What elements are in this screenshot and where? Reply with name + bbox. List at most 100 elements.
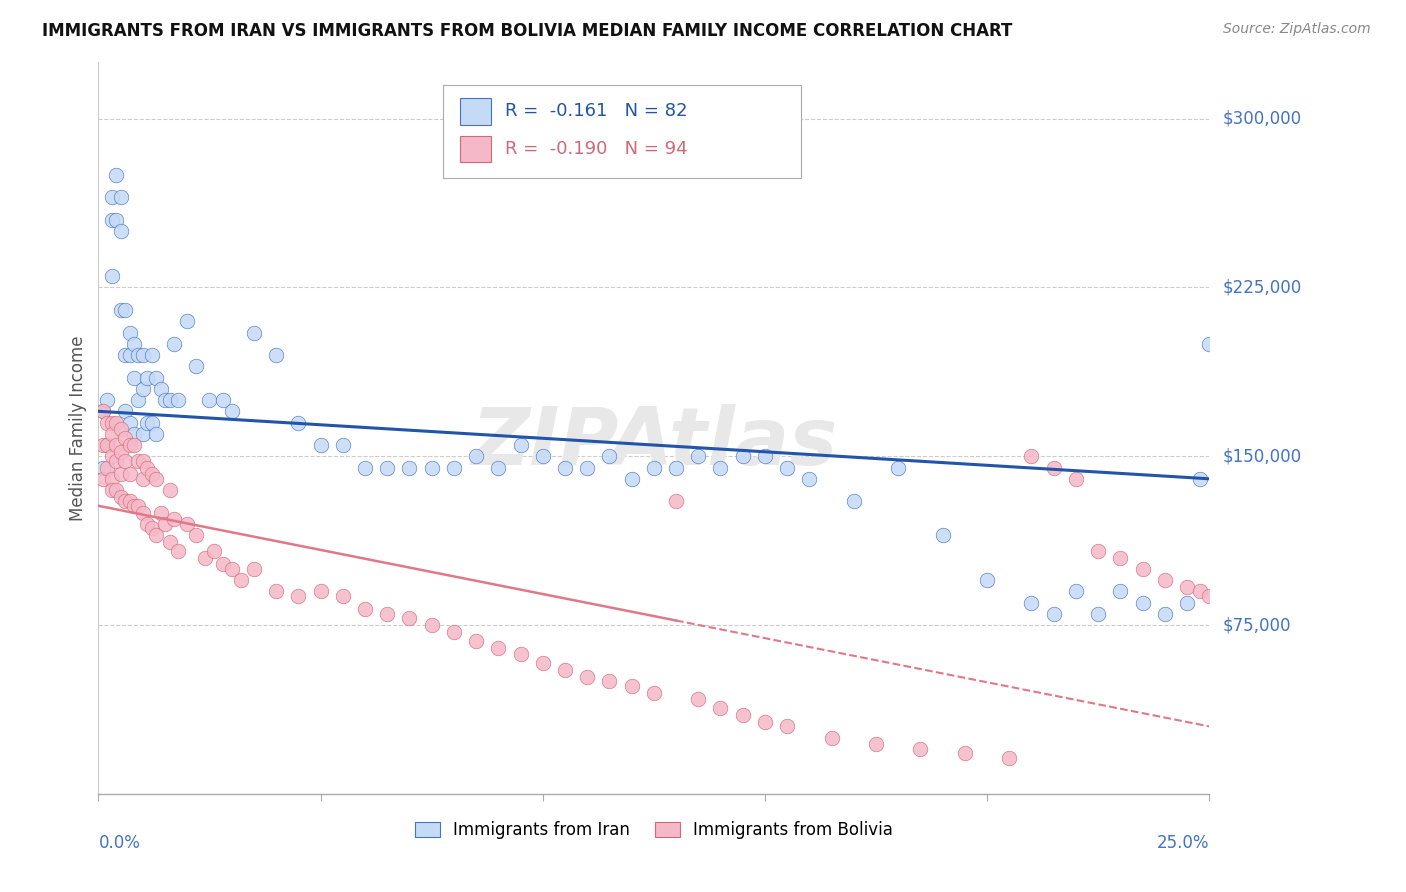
Point xyxy=(114,494,136,508)
Point xyxy=(110,224,132,238)
Text: R =  -0.190   N = 94: R = -0.190 N = 94 xyxy=(505,140,688,158)
Point xyxy=(354,460,377,475)
Point xyxy=(531,450,554,464)
Point xyxy=(398,611,420,625)
Point xyxy=(1189,584,1212,599)
Point xyxy=(731,708,754,723)
Text: R =  -0.161   N = 82: R = -0.161 N = 82 xyxy=(505,103,688,120)
Point xyxy=(287,589,309,603)
Point xyxy=(149,506,172,520)
Point xyxy=(1225,618,1247,632)
Point xyxy=(576,460,599,475)
Text: $300,000: $300,000 xyxy=(1223,110,1302,128)
Point xyxy=(211,392,233,407)
Point xyxy=(1198,589,1220,603)
Point xyxy=(127,392,149,407)
Point xyxy=(953,747,976,761)
Point xyxy=(1206,596,1229,610)
Point xyxy=(96,438,118,452)
Point xyxy=(709,460,731,475)
Point xyxy=(118,438,141,452)
Point xyxy=(465,450,488,464)
Point xyxy=(127,454,149,468)
Point xyxy=(122,438,145,452)
Point xyxy=(754,714,776,729)
Point xyxy=(1153,573,1175,587)
Point xyxy=(145,472,167,486)
Point xyxy=(105,213,128,227)
Point xyxy=(709,701,731,715)
Point xyxy=(145,426,167,441)
Point xyxy=(243,326,266,340)
Point xyxy=(163,512,186,526)
Point xyxy=(665,460,688,475)
Point xyxy=(887,460,910,475)
Point xyxy=(420,618,443,632)
Point xyxy=(132,472,155,486)
Point xyxy=(127,348,149,362)
Point xyxy=(1189,472,1212,486)
Point xyxy=(105,438,128,452)
Point xyxy=(127,499,149,513)
Point xyxy=(264,348,287,362)
Point xyxy=(1153,607,1175,621)
Point xyxy=(186,359,208,374)
Point xyxy=(264,584,287,599)
Point xyxy=(167,392,190,407)
Point xyxy=(132,454,155,468)
Point xyxy=(1109,550,1132,565)
Point xyxy=(202,544,225,558)
Point xyxy=(332,438,354,452)
Text: ZIPAtlas: ZIPAtlas xyxy=(471,404,837,482)
Point xyxy=(576,670,599,684)
Point xyxy=(820,731,842,745)
Text: $75,000: $75,000 xyxy=(1223,616,1292,634)
Point xyxy=(149,382,172,396)
Point xyxy=(141,348,163,362)
Point xyxy=(287,416,309,430)
Point xyxy=(118,467,141,482)
Point xyxy=(132,382,155,396)
Point xyxy=(110,444,132,458)
Point xyxy=(110,303,132,318)
Point xyxy=(354,602,377,616)
Point xyxy=(486,460,509,475)
Point xyxy=(91,404,114,418)
Point xyxy=(243,562,266,576)
Point xyxy=(118,416,141,430)
Point xyxy=(163,336,186,351)
Point xyxy=(1042,607,1064,621)
Point xyxy=(122,426,145,441)
Point xyxy=(1087,544,1109,558)
Point xyxy=(122,370,145,384)
Point xyxy=(132,506,155,520)
Point xyxy=(141,467,163,482)
Point xyxy=(91,438,114,452)
Point xyxy=(96,416,118,430)
Point xyxy=(620,679,643,693)
Point xyxy=(1175,596,1198,610)
Point xyxy=(194,550,217,565)
Point xyxy=(145,370,167,384)
Legend: Immigrants from Iran, Immigrants from Bolivia: Immigrants from Iran, Immigrants from Bo… xyxy=(409,816,898,844)
Point xyxy=(443,624,465,639)
Point xyxy=(114,454,136,468)
Point xyxy=(509,648,531,662)
Point xyxy=(465,633,488,648)
Point xyxy=(96,438,118,452)
Point xyxy=(1132,562,1154,576)
Point xyxy=(100,472,122,486)
Point xyxy=(842,494,865,508)
Point xyxy=(1042,460,1064,475)
Point xyxy=(114,404,136,418)
Point xyxy=(110,467,132,482)
Point xyxy=(1109,584,1132,599)
Point xyxy=(309,438,332,452)
Point xyxy=(688,450,710,464)
Point xyxy=(1087,607,1109,621)
Point xyxy=(229,573,252,587)
Point xyxy=(105,483,128,497)
Point xyxy=(110,490,132,504)
Point xyxy=(132,348,155,362)
Point xyxy=(776,460,799,475)
